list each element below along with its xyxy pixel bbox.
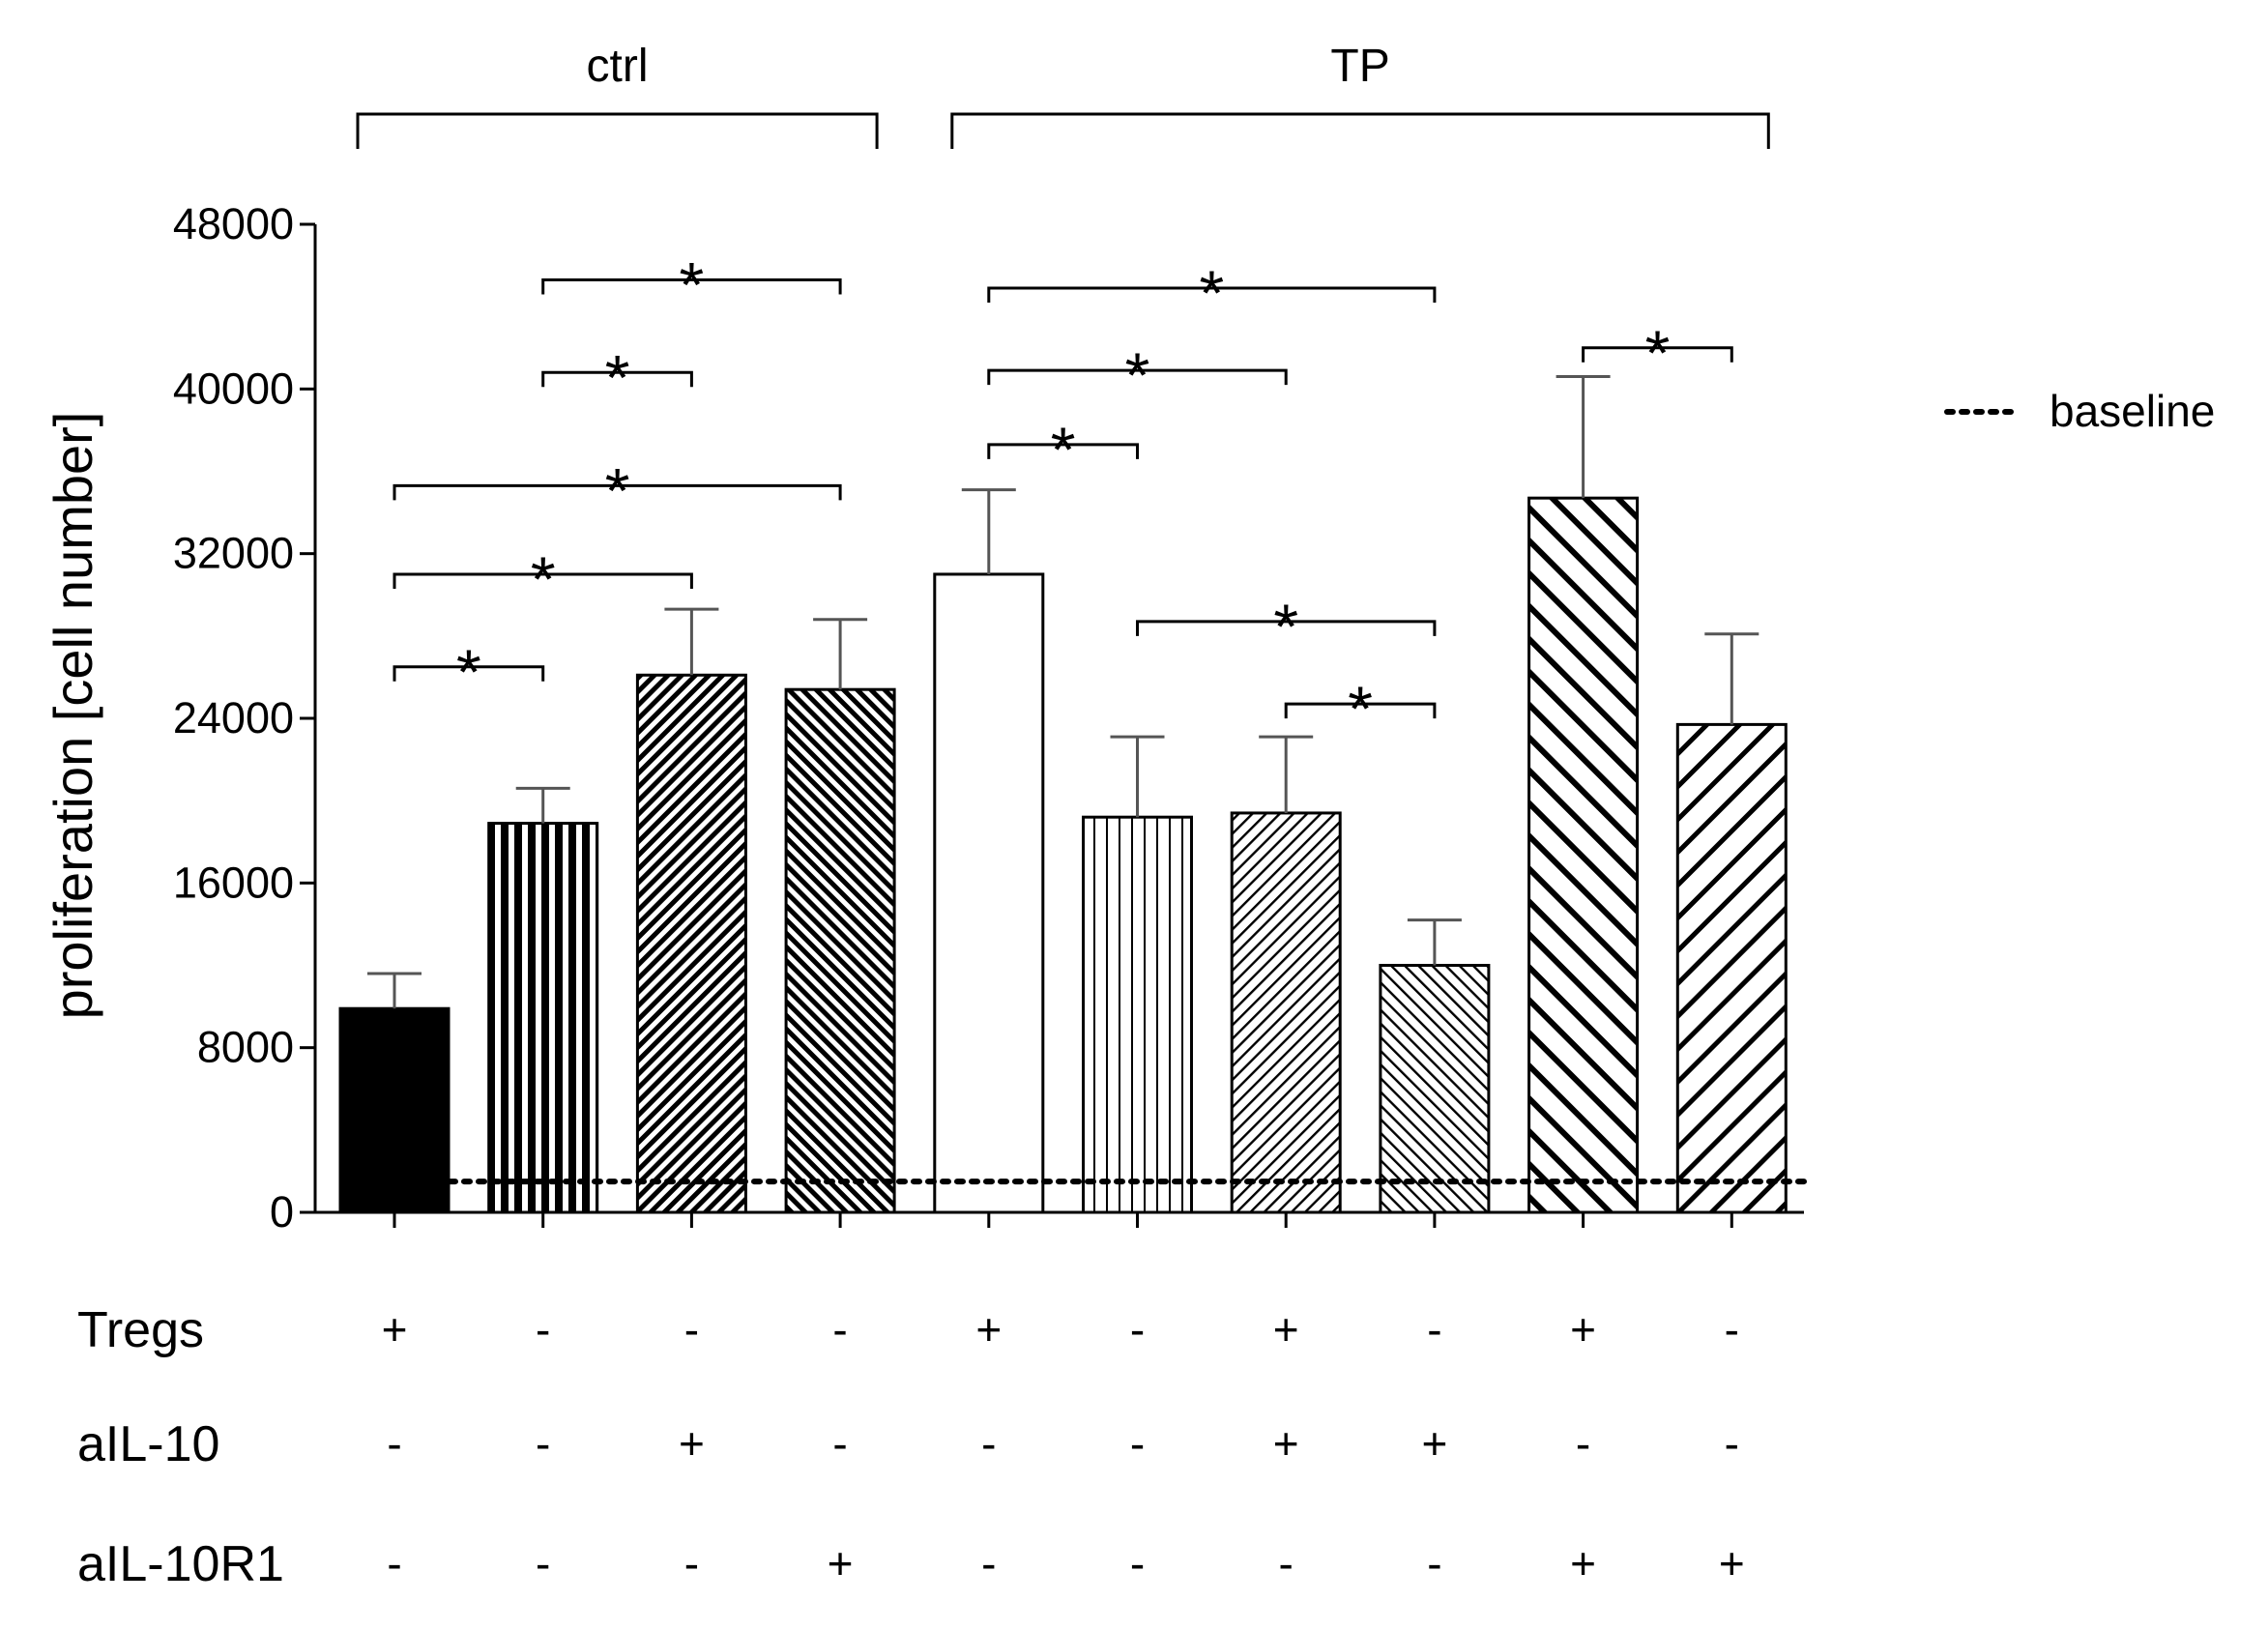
bar-5 [933, 572, 1045, 1214]
y-tick-label: 16000 [173, 858, 294, 907]
condition-sign: + [975, 1304, 1002, 1354]
condition-sign: - [1725, 1418, 1739, 1469]
significance-star-3: * [605, 454, 630, 526]
condition-sign: - [387, 1418, 401, 1469]
condition-sign: - [832, 1418, 847, 1469]
condition-label-1: Tregs [77, 1302, 204, 1358]
y-tick-label: 8000 [197, 1023, 294, 1072]
significance-star-5: * [680, 248, 705, 320]
significance-bracket-4 [541, 370, 693, 388]
group-bracket-TP [950, 112, 1770, 149]
significance-star-9: * [1273, 591, 1298, 662]
condition-sign: - [981, 1538, 996, 1588]
condition-sign: - [387, 1538, 401, 1588]
x-axis [315, 1210, 1804, 1228]
legend-baseline-label: baseline [2050, 386, 2215, 436]
condition-sign: - [1427, 1304, 1441, 1354]
condition-sign: + [1421, 1418, 1447, 1469]
bar-7 [1230, 811, 1342, 1214]
condition-sign: - [1427, 1538, 1441, 1588]
condition-sign: + [1570, 1304, 1596, 1354]
significance-bracket-6 [987, 443, 1139, 459]
significance-bracket-2 [393, 572, 693, 589]
error-bars [367, 375, 1759, 1009]
significance-bracket-10 [1284, 702, 1437, 719]
bar-3 [635, 673, 747, 1214]
significance-bracket-7 [987, 368, 1288, 386]
condition-sign: - [1576, 1418, 1590, 1469]
condition-sign: - [1130, 1418, 1145, 1469]
condition-sign: - [981, 1418, 996, 1469]
condition-sign: - [536, 1538, 550, 1588]
condition-label-2: aIL-10 [77, 1416, 219, 1472]
significance-bracket-3 [393, 483, 842, 501]
y-tick-label: 48000 [173, 199, 294, 248]
significance-star-7: * [1125, 339, 1150, 411]
bar-8 [1379, 964, 1491, 1214]
bar-4 [784, 687, 896, 1214]
condition-sign: - [536, 1418, 550, 1469]
y-tick-label: 24000 [173, 693, 294, 742]
group-label-TP: TP [1330, 41, 1389, 92]
significance-star-8: * [1200, 257, 1225, 329]
significance-star-2: * [531, 543, 556, 615]
condition-sign: - [1279, 1538, 1294, 1588]
condition-sign: - [684, 1304, 699, 1354]
bar-1 [338, 1006, 451, 1214]
y-axis: 0 8000 16000 24000 32000 40000 48000 [173, 199, 317, 1237]
condition-label-3: aIL-10R1 [77, 1536, 284, 1592]
condition-sign: + [1719, 1538, 1745, 1588]
significance-bracket-1 [393, 665, 545, 682]
significance-bracket-5 [541, 277, 842, 295]
condition-sign: + [828, 1538, 854, 1588]
group-label-ctrl: ctrl [587, 41, 649, 92]
bar-6 [1082, 815, 1193, 1214]
condition-sign: - [832, 1304, 847, 1354]
condition-sign: + [1273, 1418, 1299, 1469]
condition-sign: - [1130, 1304, 1145, 1354]
condition-sign: - [536, 1304, 550, 1354]
condition-sign: + [1570, 1538, 1596, 1588]
bars [338, 496, 1788, 1214]
y-tick-label: 0 [270, 1187, 294, 1237]
significance-bracket-9 [1136, 620, 1437, 636]
condition-sign: + [679, 1418, 705, 1469]
condition-table: Tregs + - - - + - + - + - aIL-10 - - + - - - + + - - aIL-10R1 -… [77, 1302, 1745, 1592]
bar-9 [1527, 496, 1640, 1214]
y-tick-label: 32000 [173, 529, 294, 578]
y-axis-title: proliferation [cell number] [43, 412, 103, 1020]
group-brackets: ctrl TP [356, 41, 1770, 149]
bar-2 [487, 822, 599, 1214]
significance-brackets: * * * * * * * * * * * [393, 248, 1733, 744]
y-tick-label: 40000 [173, 364, 294, 413]
significance-star-10: * [1348, 673, 1373, 744]
condition-sign: - [1725, 1304, 1739, 1354]
bar-10 [1675, 722, 1788, 1214]
significance-star-1: * [456, 636, 481, 708]
significance-bracket-11 [1582, 346, 1733, 363]
significance-star-11: * [1645, 317, 1671, 389]
condition-sign: - [1130, 1538, 1145, 1588]
legend: baseline [1944, 386, 2215, 436]
condition-sign: + [382, 1304, 408, 1354]
condition-sign: + [1273, 1304, 1299, 1354]
significance-bracket-8 [987, 286, 1437, 304]
condition-sign: - [684, 1538, 699, 1588]
significance-star-6: * [1051, 414, 1076, 485]
group-bracket-ctrl [356, 112, 879, 149]
significance-star-4: * [605, 341, 630, 413]
